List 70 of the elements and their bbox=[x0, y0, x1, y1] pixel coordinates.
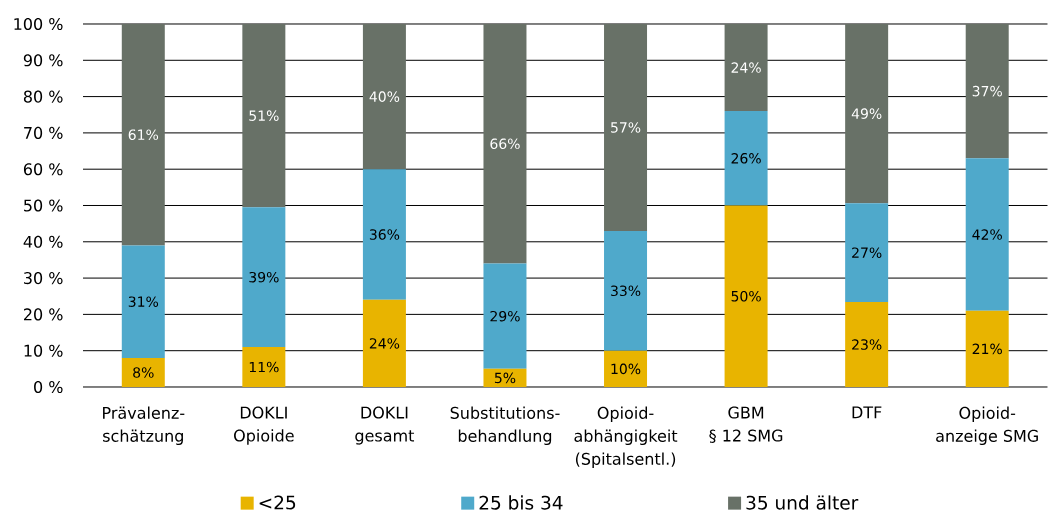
y-tick-label: 20 % bbox=[24, 308, 63, 321]
data-label: 24% bbox=[369, 338, 400, 349]
bar bbox=[121, 23, 165, 246]
x-tick-label: Opioid- abhängigkeit (Spitalsentl.) bbox=[574, 406, 678, 468]
bar bbox=[604, 350, 648, 387]
x-tick-label: Opioid- anzeige SMG bbox=[936, 406, 1038, 445]
bar bbox=[845, 203, 889, 303]
x-tick-label: DOKLI Opioide bbox=[234, 406, 294, 445]
y-tick-label: 70 % bbox=[24, 126, 63, 139]
legend-label: 25 bis 34 bbox=[479, 495, 563, 510]
y-tick-label: 80 % bbox=[23, 90, 63, 103]
data-label: 39% bbox=[249, 271, 279, 283]
data-label: 42% bbox=[972, 229, 1002, 240]
bar bbox=[965, 23, 1009, 159]
bar bbox=[965, 310, 1009, 387]
y-tick-label: 40 % bbox=[23, 235, 63, 248]
bar bbox=[845, 302, 889, 387]
bar bbox=[362, 299, 406, 387]
bar bbox=[362, 23, 406, 170]
data-label: 27% bbox=[852, 247, 882, 258]
bar bbox=[965, 158, 1009, 311]
bar bbox=[604, 230, 648, 351]
x-tick-label: GBM § 12 SMG bbox=[709, 406, 783, 443]
data-label: 36% bbox=[369, 229, 400, 240]
bar bbox=[604, 23, 648, 231]
bar bbox=[483, 263, 527, 369]
y-tick-label: 10 % bbox=[24, 344, 63, 357]
data-label: 24% bbox=[731, 62, 761, 73]
data-label: 26% bbox=[731, 153, 761, 164]
bar bbox=[362, 169, 406, 300]
bar bbox=[121, 357, 165, 387]
data-label: 37% bbox=[972, 85, 1002, 97]
bar bbox=[845, 23, 889, 204]
data-label: 33% bbox=[611, 285, 641, 297]
data-label: 51% bbox=[249, 110, 279, 121]
bar bbox=[483, 23, 527, 264]
data-label: 50% bbox=[731, 290, 761, 302]
data-label: 66% bbox=[490, 138, 520, 150]
bar bbox=[121, 245, 165, 358]
x-tick-label: Substitutions- behandlung bbox=[450, 406, 560, 445]
data-label: 5% bbox=[494, 372, 516, 384]
bar bbox=[242, 207, 286, 348]
x-tick-label: Prävalenz- schätzung bbox=[103, 406, 185, 445]
data-label: 21% bbox=[972, 343, 1002, 355]
data-label: 57% bbox=[611, 122, 641, 133]
data-label: 40% bbox=[369, 91, 400, 102]
x-tick-label: DOKLI gesamt bbox=[355, 406, 415, 445]
bar bbox=[724, 111, 768, 206]
bar bbox=[242, 23, 286, 208]
data-label: 31% bbox=[128, 296, 159, 307]
data-label: 23% bbox=[852, 339, 882, 350]
bar bbox=[724, 23, 768, 112]
bar bbox=[483, 368, 527, 387]
data-label: 11% bbox=[249, 361, 279, 373]
x-tick-label: DTF bbox=[852, 406, 882, 419]
y-tick-label: 60 % bbox=[23, 163, 63, 176]
y-tick-label: 0 % bbox=[34, 380, 63, 394]
data-label: 10% bbox=[611, 363, 641, 375]
data-label: 61% bbox=[128, 129, 159, 141]
data-label: 29% bbox=[490, 310, 520, 322]
legend-label: 35 und älter bbox=[746, 495, 859, 510]
data-label: 49% bbox=[851, 108, 882, 119]
y-tick-label: 90 % bbox=[23, 54, 63, 67]
bar bbox=[242, 347, 286, 387]
data-label: 8% bbox=[133, 367, 154, 378]
legend-label: <25 bbox=[259, 495, 296, 510]
y-tick-label: 50 % bbox=[24, 199, 63, 212]
y-tick-label: 30 % bbox=[24, 272, 63, 285]
bar bbox=[724, 205, 768, 387]
y-tick-label: 100 % bbox=[14, 17, 63, 31]
